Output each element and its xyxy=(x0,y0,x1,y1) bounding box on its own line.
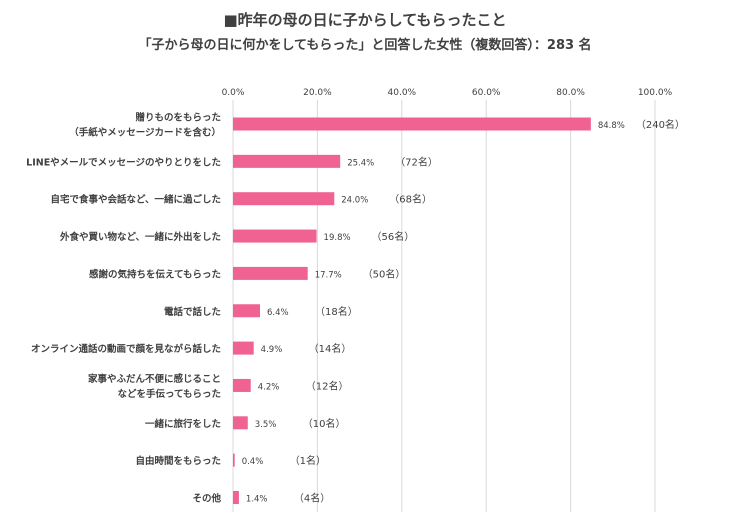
category-label: 自宅で食事や会話など、一緒に過ごした xyxy=(50,194,221,206)
count-label: （14名） xyxy=(309,342,352,355)
category-label: その他 xyxy=(192,493,221,505)
category-label: （手紙やメッセージカードを含む） xyxy=(69,127,221,139)
x-tick-label: 80.0% xyxy=(556,88,585,98)
category-label: LINEやメールでメッセージのやりとりをした xyxy=(26,157,221,168)
bar xyxy=(233,266,308,280)
value-label: 25.4% xyxy=(347,158,374,168)
count-label: （1名） xyxy=(290,454,326,467)
chart-subtitle: 「子から母の日に何かをしてもらった」と回答した女性（複数回答）：283 名 xyxy=(138,38,592,53)
x-tick-label: 60.0% xyxy=(472,88,501,98)
category-label: 自由時間をもらった xyxy=(135,455,221,467)
bar xyxy=(233,416,248,430)
value-label: 24.0% xyxy=(341,196,368,206)
value-label: 84.8% xyxy=(598,121,625,131)
x-tick-label: 20.0% xyxy=(303,88,332,98)
category-label: 贈りものをもらった xyxy=(135,112,221,124)
count-label: （240名） xyxy=(636,118,685,131)
value-label: 3.5% xyxy=(255,420,277,430)
count-label: （18名） xyxy=(315,305,358,318)
count-label: （12名） xyxy=(306,379,349,392)
category-label: 家事やふだん不便に感じること xyxy=(88,373,221,385)
x-tick-label: 0.0% xyxy=(222,88,245,98)
value-label: 4.2% xyxy=(258,382,280,392)
count-label: （50名） xyxy=(363,267,406,280)
count-label: （10名） xyxy=(303,417,346,430)
value-label: 17.7% xyxy=(315,270,342,280)
bar xyxy=(233,453,235,467)
chart-title: ■昨年の母の日に子からしてもらったこと xyxy=(223,11,507,29)
bar xyxy=(233,304,261,318)
bar xyxy=(233,229,317,243)
value-label: 19.8% xyxy=(324,233,351,243)
value-label: 0.4% xyxy=(242,457,264,467)
bar xyxy=(233,378,251,392)
bar xyxy=(233,117,591,131)
category-label: 電話で話した xyxy=(164,306,221,318)
category-label: オンライン通話の動画で顔を見ながら話した xyxy=(31,343,221,355)
bar xyxy=(233,341,254,355)
bar xyxy=(233,192,335,206)
value-label: 4.9% xyxy=(261,345,283,355)
count-label: （72名） xyxy=(395,155,438,168)
bar xyxy=(233,154,341,168)
x-tick-label: 100.0% xyxy=(638,88,673,98)
category-label: 一緒に旅行をした xyxy=(145,418,221,430)
count-label: （4名） xyxy=(294,492,330,505)
category-label: などを手伝ってもらった xyxy=(117,388,221,400)
bar xyxy=(233,491,239,504)
x-tick-label: 40.0% xyxy=(388,88,417,98)
category-label: 外食や買い物など、一緒に外出をした xyxy=(59,231,221,243)
count-label: （56名） xyxy=(372,230,415,243)
count-label: （68名） xyxy=(389,193,432,206)
category-label: 感謝の気持ちを伝えてもらった xyxy=(89,268,221,280)
value-label: 1.4% xyxy=(246,495,268,505)
value-label: 6.4% xyxy=(267,308,289,318)
